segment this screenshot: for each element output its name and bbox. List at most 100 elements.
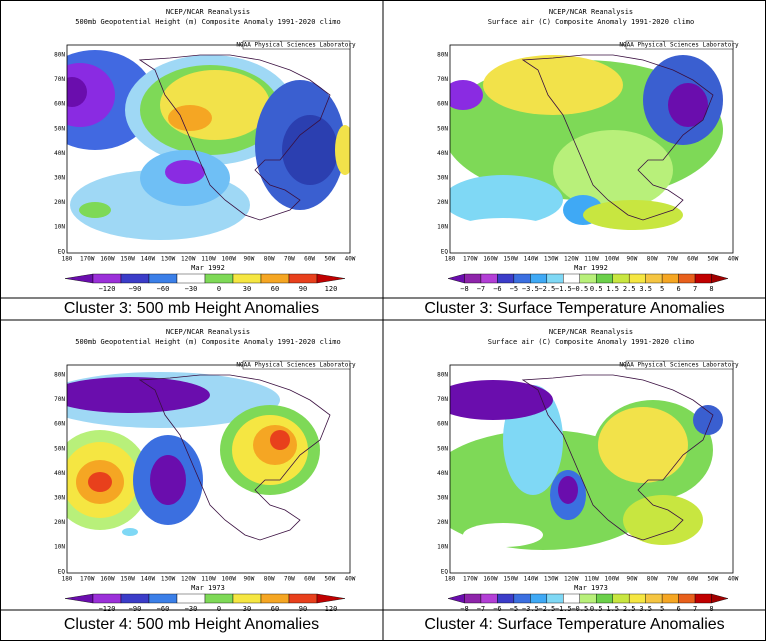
colorbar-swatch xyxy=(480,273,498,284)
map-panel: NCEP/NCAR Reanalysis Surface air (C) Comp… xyxy=(437,328,739,613)
lon-label: 140W xyxy=(524,256,539,263)
colorbar-label: −120 xyxy=(99,605,116,613)
caption: Cluster 4: Surface Temperature Anomalies xyxy=(424,616,724,633)
lon-label: 150W xyxy=(503,256,518,263)
anomaly-field xyxy=(450,54,723,242)
lat-label: 20N xyxy=(54,199,65,206)
lab-label: NOAA Physical Sciences Laboratory xyxy=(236,362,356,369)
anomaly-contour xyxy=(88,472,112,492)
lon-label: 60W xyxy=(687,576,698,583)
lon-label: 100W xyxy=(604,256,619,263)
lon-label: 170W xyxy=(80,256,95,263)
lon-label: 90W xyxy=(627,576,638,583)
map-panel: NCEP/NCAR Reanalysis Surface air (C) Comp… xyxy=(437,8,739,293)
map-panel: NCEP/NCAR Reanalysis 500mb Geopotential H… xyxy=(54,328,356,613)
colorbar-swatch xyxy=(92,273,122,284)
colorbar-swatch xyxy=(678,273,696,284)
lab-label: NOAA Physical Sciences Laboratory xyxy=(619,362,739,369)
lon-label: 40W xyxy=(728,256,739,263)
lat-label: 50N xyxy=(437,445,448,452)
colorbar-swatch xyxy=(480,593,498,604)
anomaly-contour xyxy=(693,405,723,435)
colorbar-swatch xyxy=(694,273,712,284)
colorbar-label: −90 xyxy=(129,285,142,293)
colorbar-label: 0.5 xyxy=(590,605,603,613)
colorbar-label: 60 xyxy=(271,605,279,613)
map-date: Mar 1992 xyxy=(191,264,225,272)
colorbar-label: 3.5 xyxy=(639,285,652,293)
anomaly-contour xyxy=(623,495,703,545)
anomaly-contour xyxy=(553,130,673,210)
colorbar-swatch xyxy=(628,273,646,284)
lat-label: 60N xyxy=(437,421,448,428)
colorbar-swatch xyxy=(148,593,178,604)
colorbar-label: 90 xyxy=(299,285,307,293)
lon-label: 70W xyxy=(284,256,295,263)
colorbar-swatch xyxy=(596,593,613,604)
anomaly-field xyxy=(450,374,723,550)
colorbar-swatch xyxy=(260,593,290,604)
colorbar-label: 30 xyxy=(243,605,251,613)
lon-label: 110W xyxy=(584,576,599,583)
lat-label: 70N xyxy=(437,396,448,403)
map-subtitle: 500mb Geopotential Height (m) Composite … xyxy=(75,338,341,346)
lat-label: 50N xyxy=(54,445,65,452)
lat-label: 40N xyxy=(54,150,65,157)
colorbar-label: 0 xyxy=(217,285,221,293)
colorbar-swatch xyxy=(260,273,290,284)
lon-label: 110W xyxy=(201,576,216,583)
lon-label: 150W xyxy=(120,576,135,583)
lat-label: 40N xyxy=(54,470,65,477)
lon-label: 180 xyxy=(445,576,456,583)
colorbar-label: 5 xyxy=(660,285,664,293)
anomaly-contour xyxy=(450,80,483,110)
colorbar-label: 2.5 xyxy=(623,285,636,293)
lab-label: NOAA Physical Sciences Laboratory xyxy=(236,42,356,49)
colorbar-label: 8 xyxy=(709,285,713,293)
colorbar-swatch xyxy=(92,593,122,604)
lat-label: 60N xyxy=(54,101,65,108)
colorbar-swatch xyxy=(678,593,696,604)
map-date: Mar 1992 xyxy=(574,264,608,272)
colorbar-label: −2.5 xyxy=(538,285,555,293)
anomaly-contour xyxy=(335,125,350,175)
lon-label: 50W xyxy=(324,576,335,583)
colorbar-swatch xyxy=(497,593,515,604)
anomaly-contour xyxy=(165,160,205,184)
colorbar-label: −0.5 xyxy=(571,605,588,613)
lat-label: 30N xyxy=(54,175,65,182)
colorbar-label: −5 xyxy=(510,605,518,613)
lon-label: 60W xyxy=(304,256,315,263)
lon-label: 120W xyxy=(181,576,196,583)
anomaly-contour xyxy=(583,200,683,230)
colorbar-swatch xyxy=(288,593,318,604)
lon-label: 100W xyxy=(221,256,236,263)
map-date: Mar 1973 xyxy=(574,584,608,592)
colorbar-label: −2.5 xyxy=(538,605,555,613)
colorbar-label: 7 xyxy=(693,605,697,613)
lat-label: 50N xyxy=(54,125,65,132)
lab-box xyxy=(625,40,734,50)
coastline xyxy=(521,374,714,541)
colorbar-label: 5 xyxy=(660,605,664,613)
colorbar-swatch xyxy=(120,273,150,284)
lat-label: 80N xyxy=(437,372,448,379)
colorbar-swatch xyxy=(661,593,679,604)
colorbar-label: −7 xyxy=(477,285,485,293)
colorbar-label: 2.5 xyxy=(623,605,636,613)
colorbar-label: 60 xyxy=(271,285,279,293)
coastline xyxy=(138,374,331,541)
colorbar-swatch xyxy=(628,593,646,604)
lat-label: EQ xyxy=(58,568,66,575)
lon-label: 170W xyxy=(463,256,478,263)
colorbar-swatch xyxy=(579,593,597,604)
caption: Cluster 3: Surface Temperature Anomalies xyxy=(424,300,724,317)
colorbar-swatch xyxy=(530,273,548,284)
lat-label: EQ xyxy=(441,568,449,575)
lat-label: 80N xyxy=(437,52,448,59)
lat-label: 10N xyxy=(437,224,448,231)
caption: Cluster 4: 500 mb Height Anomalies xyxy=(64,616,319,633)
lon-label: 80W xyxy=(647,256,658,263)
colorbar-label: 120 xyxy=(325,605,338,613)
